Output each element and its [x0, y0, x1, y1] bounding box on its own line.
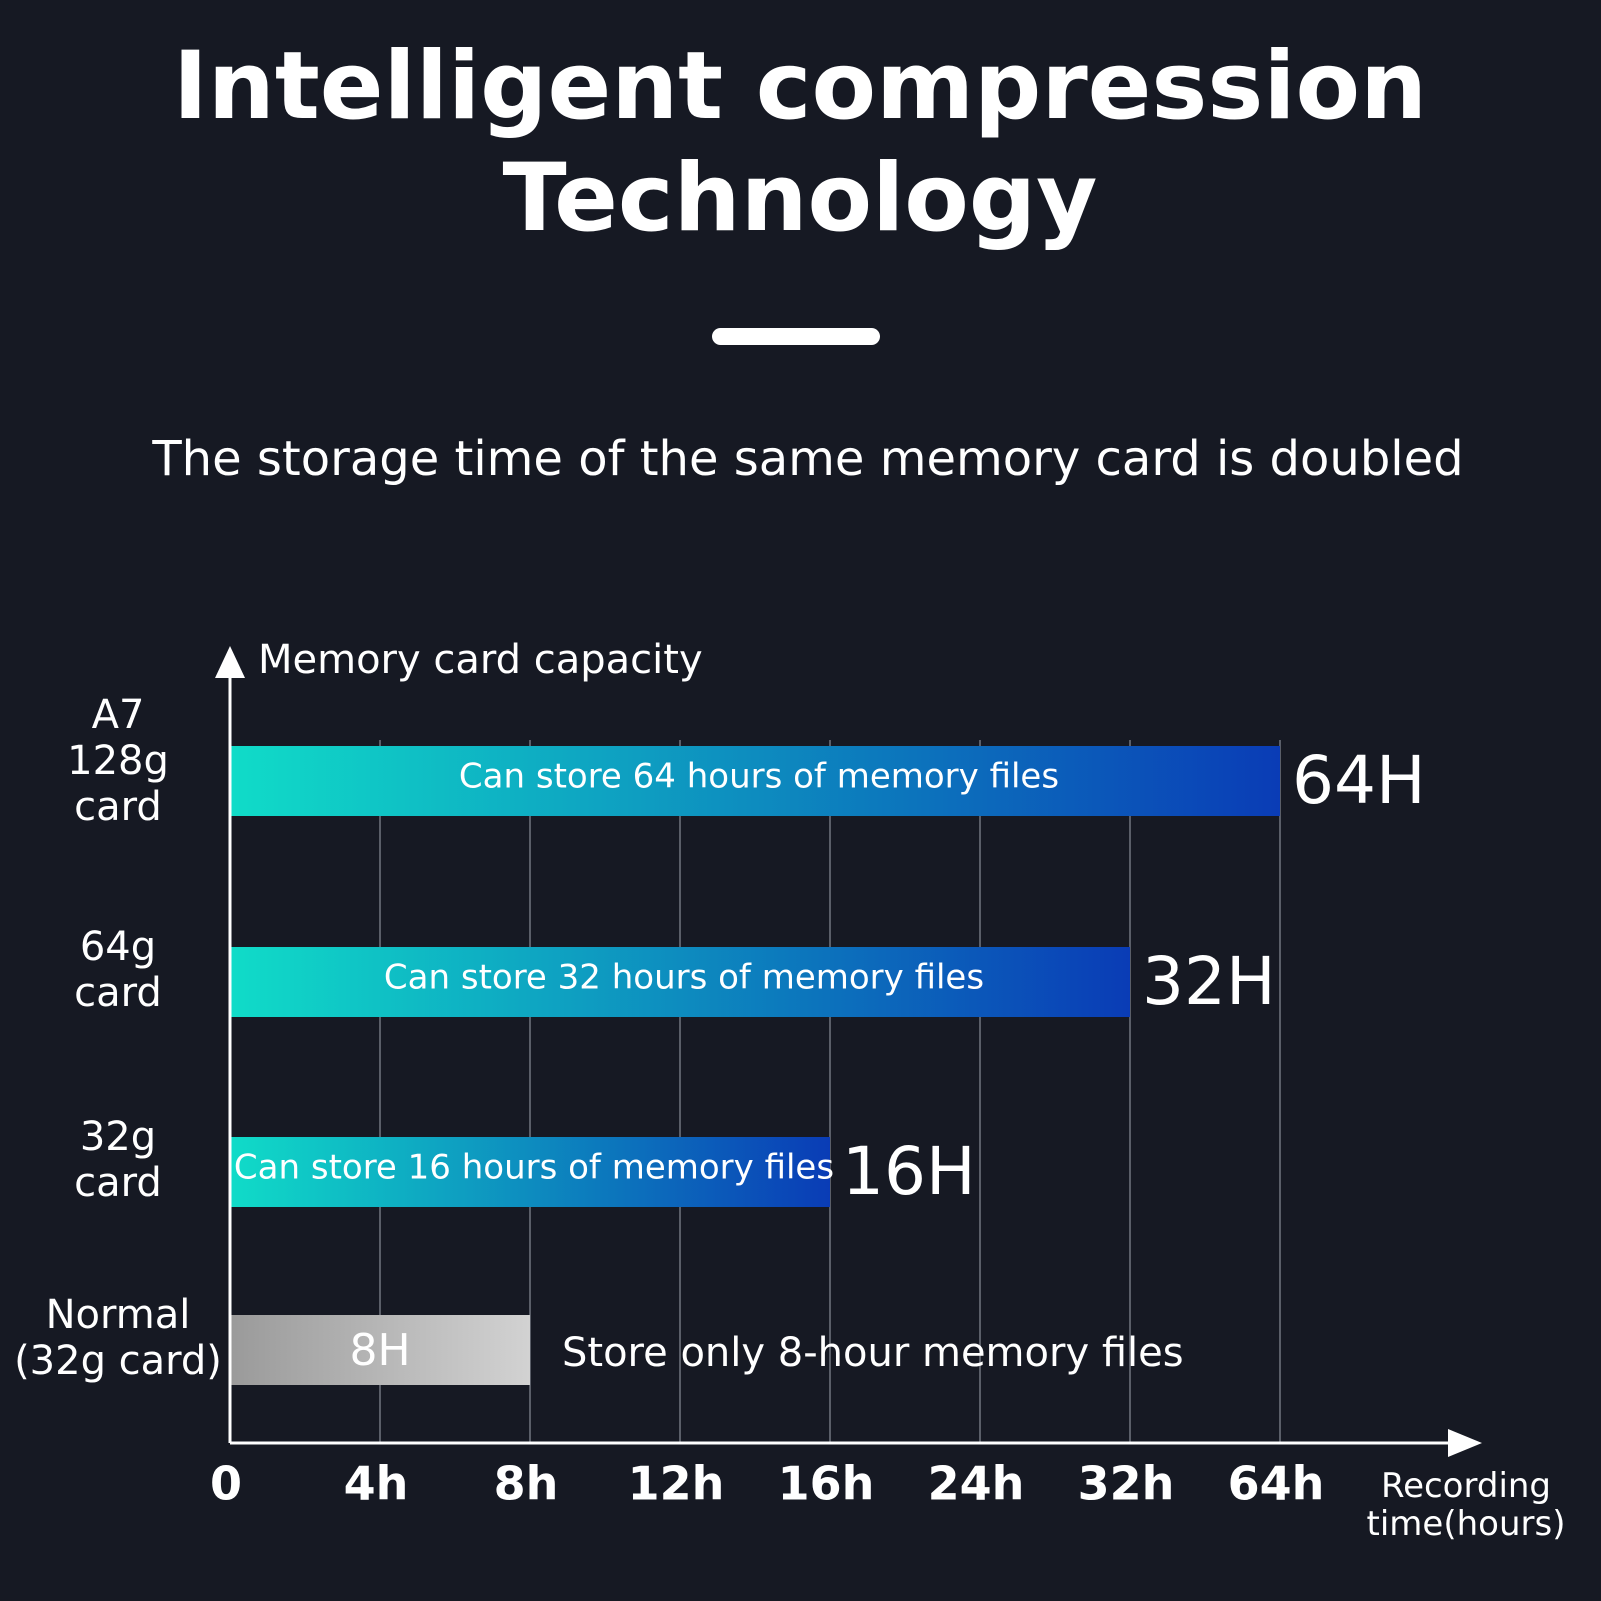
bar-annotation: Can store 64 hours of memory files	[459, 757, 1059, 797]
data-label: 16H	[842, 1133, 976, 1210]
bar	[230, 746, 1280, 816]
x-tick-label: 64h	[1228, 1457, 1325, 1511]
chart-title: Intelligent compression Technology	[173, 32, 1427, 253]
x-axis-label: Recording time(hours)	[1367, 1466, 1566, 1544]
x-tick-label: 32h	[1078, 1457, 1175, 1511]
y-tick-label: Normal (32g card)	[14, 1292, 222, 1384]
y-tick-label: A7 128g card	[67, 692, 169, 830]
x-tick-label: 24h	[928, 1457, 1025, 1511]
y-axis-label: Memory card capacity	[258, 637, 703, 683]
x-tick-label: 8h	[494, 1457, 559, 1511]
divider	[712, 328, 880, 345]
bar-annotation: Can store 32 hours of memory files	[384, 958, 984, 998]
x-tick-label: 4h	[344, 1457, 409, 1511]
x-tick-label: 12h	[628, 1457, 725, 1511]
bar	[230, 947, 1130, 1017]
data-label: 64H	[1292, 742, 1426, 819]
bar	[230, 1315, 530, 1385]
bar	[230, 1137, 830, 1207]
y-tick-label: 32g card	[74, 1114, 162, 1206]
y-tick-label: 64g card	[74, 924, 162, 1016]
x-tick-label: 16h	[778, 1457, 875, 1511]
x-axis-arrow	[1448, 1429, 1482, 1457]
y-axis-arrow	[215, 646, 245, 678]
bar-annotation: Can store 16 hours of memory files	[234, 1148, 834, 1188]
data-label: 8H	[349, 1325, 410, 1376]
subtitle: The storage time of the same memory card…	[151, 431, 1463, 487]
x-tick-label: 0	[210, 1457, 242, 1511]
data-label: 32H	[1142, 943, 1276, 1020]
bar-annotation: Store only 8-hour memory files	[562, 1330, 1184, 1376]
